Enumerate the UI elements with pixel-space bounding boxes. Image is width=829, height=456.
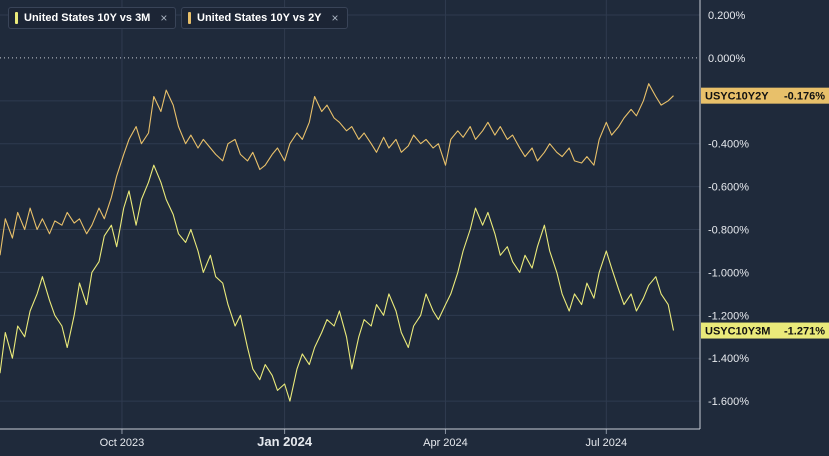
y-tick-label: -1.200% <box>708 310 749 322</box>
grid-lines <box>0 0 700 429</box>
legend-swatch-10y-vs-3m <box>15 12 18 24</box>
legend-chip-10y-vs-3m[interactable]: United States 10Y vs 3M × <box>8 7 177 29</box>
y-tick-label: 0.000% <box>708 53 746 65</box>
axes <box>0 0 701 434</box>
y-tick-label: -1.000% <box>708 267 749 279</box>
x-axis-labels: Oct 2023 Jan 2024 Apr 2024 Jul 2024 <box>100 434 627 449</box>
legend-swatch-10y-vs-2y <box>188 12 191 24</box>
y-tick-label: -0.600% <box>708 182 749 194</box>
close-icon[interactable]: × <box>160 11 168 25</box>
y-tick-label: -0.400% <box>708 139 749 151</box>
price-tag-10y2y <box>701 87 829 104</box>
price-tags: USYC10Y3M -1.271% USYC10Y2Y -0.176% <box>701 87 829 339</box>
y-tick-label: -1.400% <box>708 353 749 365</box>
y-tick-label: -1.600% <box>708 396 749 408</box>
price-tag-label-10y3m: USYC10Y3M <box>705 326 770 338</box>
series-line-10y3m <box>0 164 675 402</box>
legend-label-10y-vs-2y: United States 10Y vs 2Y <box>197 12 322 24</box>
price-tag-10y3m <box>701 322 829 339</box>
y-axis-labels: 0.200% 0.000% -0.400% -0.600% -0.800% -1.000%… <box>708 10 749 408</box>
y-tick-label: -0.800% <box>708 225 749 237</box>
x-tick-label: Jan 2024 <box>257 434 313 449</box>
price-tag-value-10y2y: -0.176% <box>784 91 825 103</box>
x-tick-label: Oct 2023 <box>100 437 145 449</box>
legend-chip-10y-vs-2y[interactable]: United States 10Y vs 2Y × <box>181 7 348 29</box>
y-tick-label: 0.200% <box>708 10 746 22</box>
x-tick-label: Jul 2024 <box>586 437 628 449</box>
price-tag-label-10y2y: USYC10Y2Y <box>705 91 769 103</box>
legend-label-10y-vs-3m: United States 10Y vs 3M <box>24 12 151 24</box>
series-lines <box>0 83 675 402</box>
price-tag-value-10y3m: -1.271% <box>784 326 825 338</box>
series-line-10y2y <box>0 83 674 256</box>
x-tick-label: Apr 2024 <box>423 437 468 449</box>
close-icon[interactable]: × <box>331 11 339 25</box>
